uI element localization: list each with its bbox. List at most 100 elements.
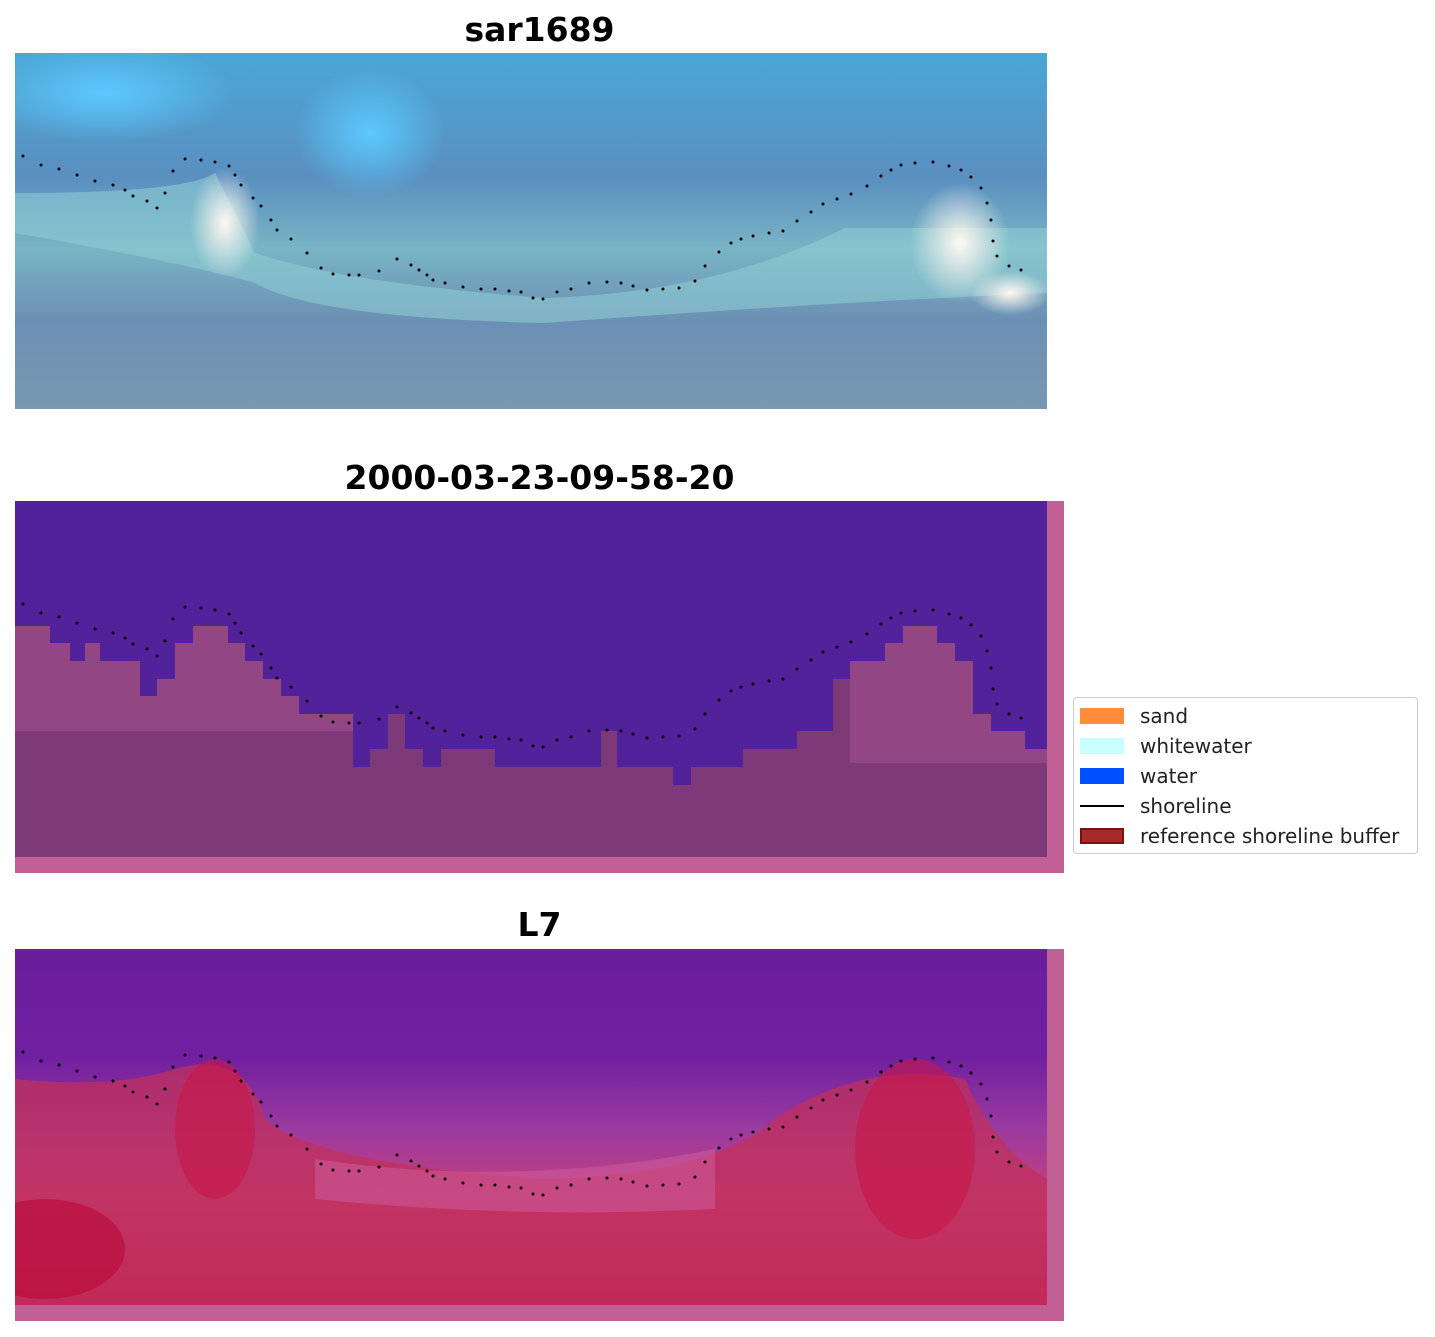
shoreline-point (661, 1183, 665, 1187)
shoreline-point (541, 297, 545, 301)
shoreline-point (969, 1071, 973, 1075)
shoreline-point (305, 699, 309, 703)
legend-item-shoreline: shoreline (1080, 794, 1232, 818)
legend-label: whitewater (1140, 734, 1252, 758)
shoreline-point (395, 705, 399, 709)
shoreline-point (417, 716, 421, 720)
shoreline-point (75, 173, 79, 177)
shoreline-point (729, 241, 733, 245)
shoreline-point (1019, 268, 1023, 272)
shoreline-point (123, 636, 127, 640)
shoreline-point (479, 735, 483, 739)
shoreline-point (443, 1177, 447, 1181)
shoreline-point (395, 257, 399, 261)
shoreline-point (305, 251, 309, 255)
shoreline-point (163, 639, 167, 643)
shoreline-point (931, 160, 935, 164)
shoreline-point (123, 188, 127, 192)
shoreline-point (183, 1053, 187, 1057)
shoreline-point (991, 687, 995, 691)
shoreline-point (587, 1177, 591, 1181)
shoreline-point (57, 167, 61, 171)
shoreline-point (991, 1135, 995, 1139)
shoreline-point (183, 605, 187, 609)
shoreline-point (111, 183, 115, 187)
shoreline-dots-1 (21, 154, 1023, 301)
shoreline-point (555, 290, 559, 294)
shoreline-point (275, 1124, 279, 1128)
shoreline-point (425, 721, 429, 725)
shoreline-point (899, 611, 903, 615)
shoreline-point (989, 218, 993, 222)
shoreline-point (289, 1133, 293, 1137)
shoreline-point (985, 201, 989, 205)
shoreline-point (605, 280, 609, 284)
shoreline-point (985, 649, 989, 653)
shoreline-point (879, 174, 883, 178)
shoreline-point (835, 1093, 839, 1097)
shoreline-point (417, 1164, 421, 1168)
shoreline-point (155, 1102, 159, 1106)
shoreline-point (619, 1177, 623, 1181)
legend-swatch (1080, 828, 1124, 844)
shoreline-point (913, 609, 917, 613)
shoreline-point (995, 1150, 999, 1154)
shoreline-point (991, 239, 995, 243)
shoreline-point (879, 622, 883, 626)
shoreline-point (835, 197, 839, 201)
shoreline-point (275, 228, 279, 232)
shoreline-dots-3 (21, 1050, 1023, 1197)
shoreline-point (969, 623, 973, 627)
shoreline-point (531, 1192, 535, 1196)
legend-label: shoreline (1140, 794, 1232, 818)
shoreline-point (417, 268, 421, 272)
shoreline-point (409, 1159, 413, 1163)
shoreline-point (145, 199, 149, 203)
shoreline-point (959, 168, 963, 172)
shoreline-point (443, 729, 447, 733)
shoreline-point (717, 250, 721, 254)
shoreline-point (431, 278, 435, 282)
shoreline-point (767, 679, 771, 683)
shoreline-point (995, 254, 999, 258)
shoreline-point (425, 1169, 429, 1173)
shoreline-point (199, 606, 203, 610)
classification-panel (15, 501, 1064, 873)
shoreline-point (131, 1090, 135, 1094)
shoreline-point (213, 160, 217, 164)
shoreline-point (703, 264, 707, 268)
legend-item-whitewater: whitewater (1080, 734, 1252, 758)
shoreline-point (1007, 1160, 1011, 1164)
shoreline-point (717, 698, 721, 702)
shoreline-point (227, 164, 231, 168)
shoreline-point (163, 191, 167, 195)
shoreline-point (251, 644, 255, 648)
legend-swatch (1080, 708, 1124, 724)
shoreline-point (507, 1185, 511, 1189)
shoreline-point (259, 204, 263, 208)
shoreline-point (531, 744, 535, 748)
shoreline-point (21, 602, 25, 606)
shoreline-point (213, 1056, 217, 1060)
shoreline-point (959, 616, 963, 620)
rgb-image-panel (15, 53, 1047, 409)
shoreline-point (357, 273, 361, 277)
shoreline-point (879, 1070, 883, 1074)
shoreline-point (587, 729, 591, 733)
shoreline-point (171, 617, 175, 621)
shoreline-point (693, 279, 697, 283)
shoreline-point (913, 161, 917, 165)
legend-label: sand (1140, 704, 1189, 728)
shoreline-point (631, 732, 635, 736)
shoreline-point (541, 745, 545, 749)
shoreline-point (605, 728, 609, 732)
shoreline-point (319, 714, 323, 718)
shoreline-point (739, 237, 743, 241)
shoreline-point (541, 1193, 545, 1197)
shoreline-point (645, 288, 649, 292)
shoreline-point (703, 712, 707, 716)
shoreline-point (703, 1160, 707, 1164)
shoreline-point (889, 168, 893, 172)
rgb-image (15, 53, 1047, 409)
shoreline-point (425, 273, 429, 277)
